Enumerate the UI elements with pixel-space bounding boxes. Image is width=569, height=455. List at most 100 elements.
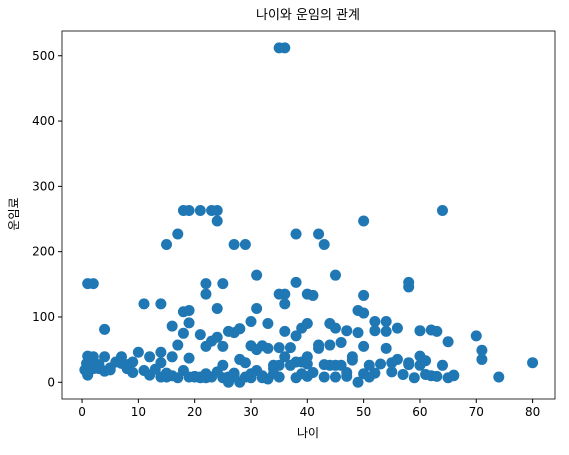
point bbox=[403, 357, 415, 369]
x-tick-label: 70 bbox=[469, 405, 484, 419]
point bbox=[211, 302, 223, 314]
point bbox=[301, 351, 313, 363]
point bbox=[369, 316, 381, 328]
point bbox=[386, 357, 398, 369]
y-tick-label: 500 bbox=[32, 49, 55, 63]
point bbox=[132, 346, 144, 358]
y-tick-label: 300 bbox=[32, 179, 55, 193]
point bbox=[329, 322, 341, 334]
point bbox=[200, 288, 212, 300]
point bbox=[414, 350, 426, 362]
point bbox=[431, 325, 443, 337]
point bbox=[149, 363, 161, 375]
point bbox=[363, 359, 375, 371]
point bbox=[99, 351, 111, 363]
point bbox=[493, 371, 505, 383]
point bbox=[127, 366, 139, 378]
point bbox=[290, 330, 302, 342]
point bbox=[290, 228, 302, 240]
point bbox=[217, 278, 229, 290]
point bbox=[386, 366, 398, 378]
point bbox=[358, 215, 370, 227]
point bbox=[442, 336, 454, 348]
point bbox=[318, 371, 330, 383]
point bbox=[256, 372, 268, 384]
point bbox=[284, 342, 296, 354]
point bbox=[211, 205, 223, 217]
point bbox=[200, 368, 212, 380]
point bbox=[380, 342, 392, 354]
y-tick-label: 400 bbox=[32, 114, 55, 128]
point bbox=[189, 370, 201, 382]
point bbox=[245, 316, 257, 328]
point bbox=[279, 298, 291, 310]
point bbox=[183, 352, 195, 364]
x-axis-label: 나이 bbox=[297, 426, 319, 440]
point bbox=[476, 353, 488, 365]
point bbox=[251, 269, 263, 281]
x-tick-label: 30 bbox=[243, 405, 258, 419]
point bbox=[307, 289, 319, 301]
x-tick-label: 80 bbox=[525, 405, 540, 419]
point bbox=[307, 366, 319, 378]
point bbox=[358, 340, 370, 352]
point bbox=[279, 351, 291, 363]
point bbox=[290, 372, 302, 384]
point bbox=[341, 366, 353, 378]
point bbox=[369, 325, 381, 337]
point bbox=[166, 320, 178, 332]
point bbox=[177, 327, 189, 339]
point bbox=[172, 228, 184, 240]
point bbox=[239, 238, 251, 250]
point bbox=[273, 342, 285, 354]
point bbox=[391, 322, 403, 334]
point bbox=[290, 276, 302, 288]
point bbox=[183, 205, 195, 217]
point bbox=[408, 372, 420, 384]
y-tick-label: 200 bbox=[32, 245, 55, 259]
point bbox=[436, 359, 448, 371]
point bbox=[470, 330, 482, 342]
point bbox=[217, 340, 229, 352]
x-tick-label: 0 bbox=[78, 405, 86, 419]
x-tick-label: 10 bbox=[131, 405, 146, 419]
point bbox=[115, 357, 127, 369]
point bbox=[279, 325, 291, 337]
point bbox=[358, 307, 370, 319]
point bbox=[161, 238, 173, 250]
point bbox=[161, 367, 173, 379]
y-axis-label: 운임료 bbox=[7, 197, 21, 230]
point bbox=[335, 336, 347, 348]
point bbox=[200, 278, 212, 290]
point bbox=[476, 344, 488, 356]
point bbox=[239, 357, 251, 369]
point bbox=[380, 325, 392, 337]
point bbox=[183, 317, 195, 329]
point bbox=[329, 371, 341, 383]
x-tick-label: 40 bbox=[300, 405, 315, 419]
point bbox=[313, 228, 325, 240]
point bbox=[414, 359, 426, 371]
point bbox=[431, 370, 443, 382]
point bbox=[279, 42, 291, 54]
point bbox=[81, 366, 93, 378]
point bbox=[200, 340, 212, 352]
point bbox=[138, 298, 150, 310]
point bbox=[358, 289, 370, 301]
x-tick-label: 20 bbox=[187, 405, 202, 419]
point bbox=[155, 346, 167, 358]
point bbox=[352, 327, 364, 339]
plot-frame bbox=[61, 30, 556, 400]
point bbox=[318, 359, 330, 371]
y-tick-label: 100 bbox=[32, 310, 55, 324]
point bbox=[414, 325, 426, 337]
point bbox=[527, 357, 539, 369]
point bbox=[172, 372, 184, 384]
point bbox=[234, 323, 246, 335]
point bbox=[87, 351, 99, 363]
point bbox=[448, 370, 460, 382]
point bbox=[155, 298, 167, 310]
point bbox=[268, 363, 280, 375]
point bbox=[380, 316, 392, 328]
point bbox=[93, 359, 105, 371]
